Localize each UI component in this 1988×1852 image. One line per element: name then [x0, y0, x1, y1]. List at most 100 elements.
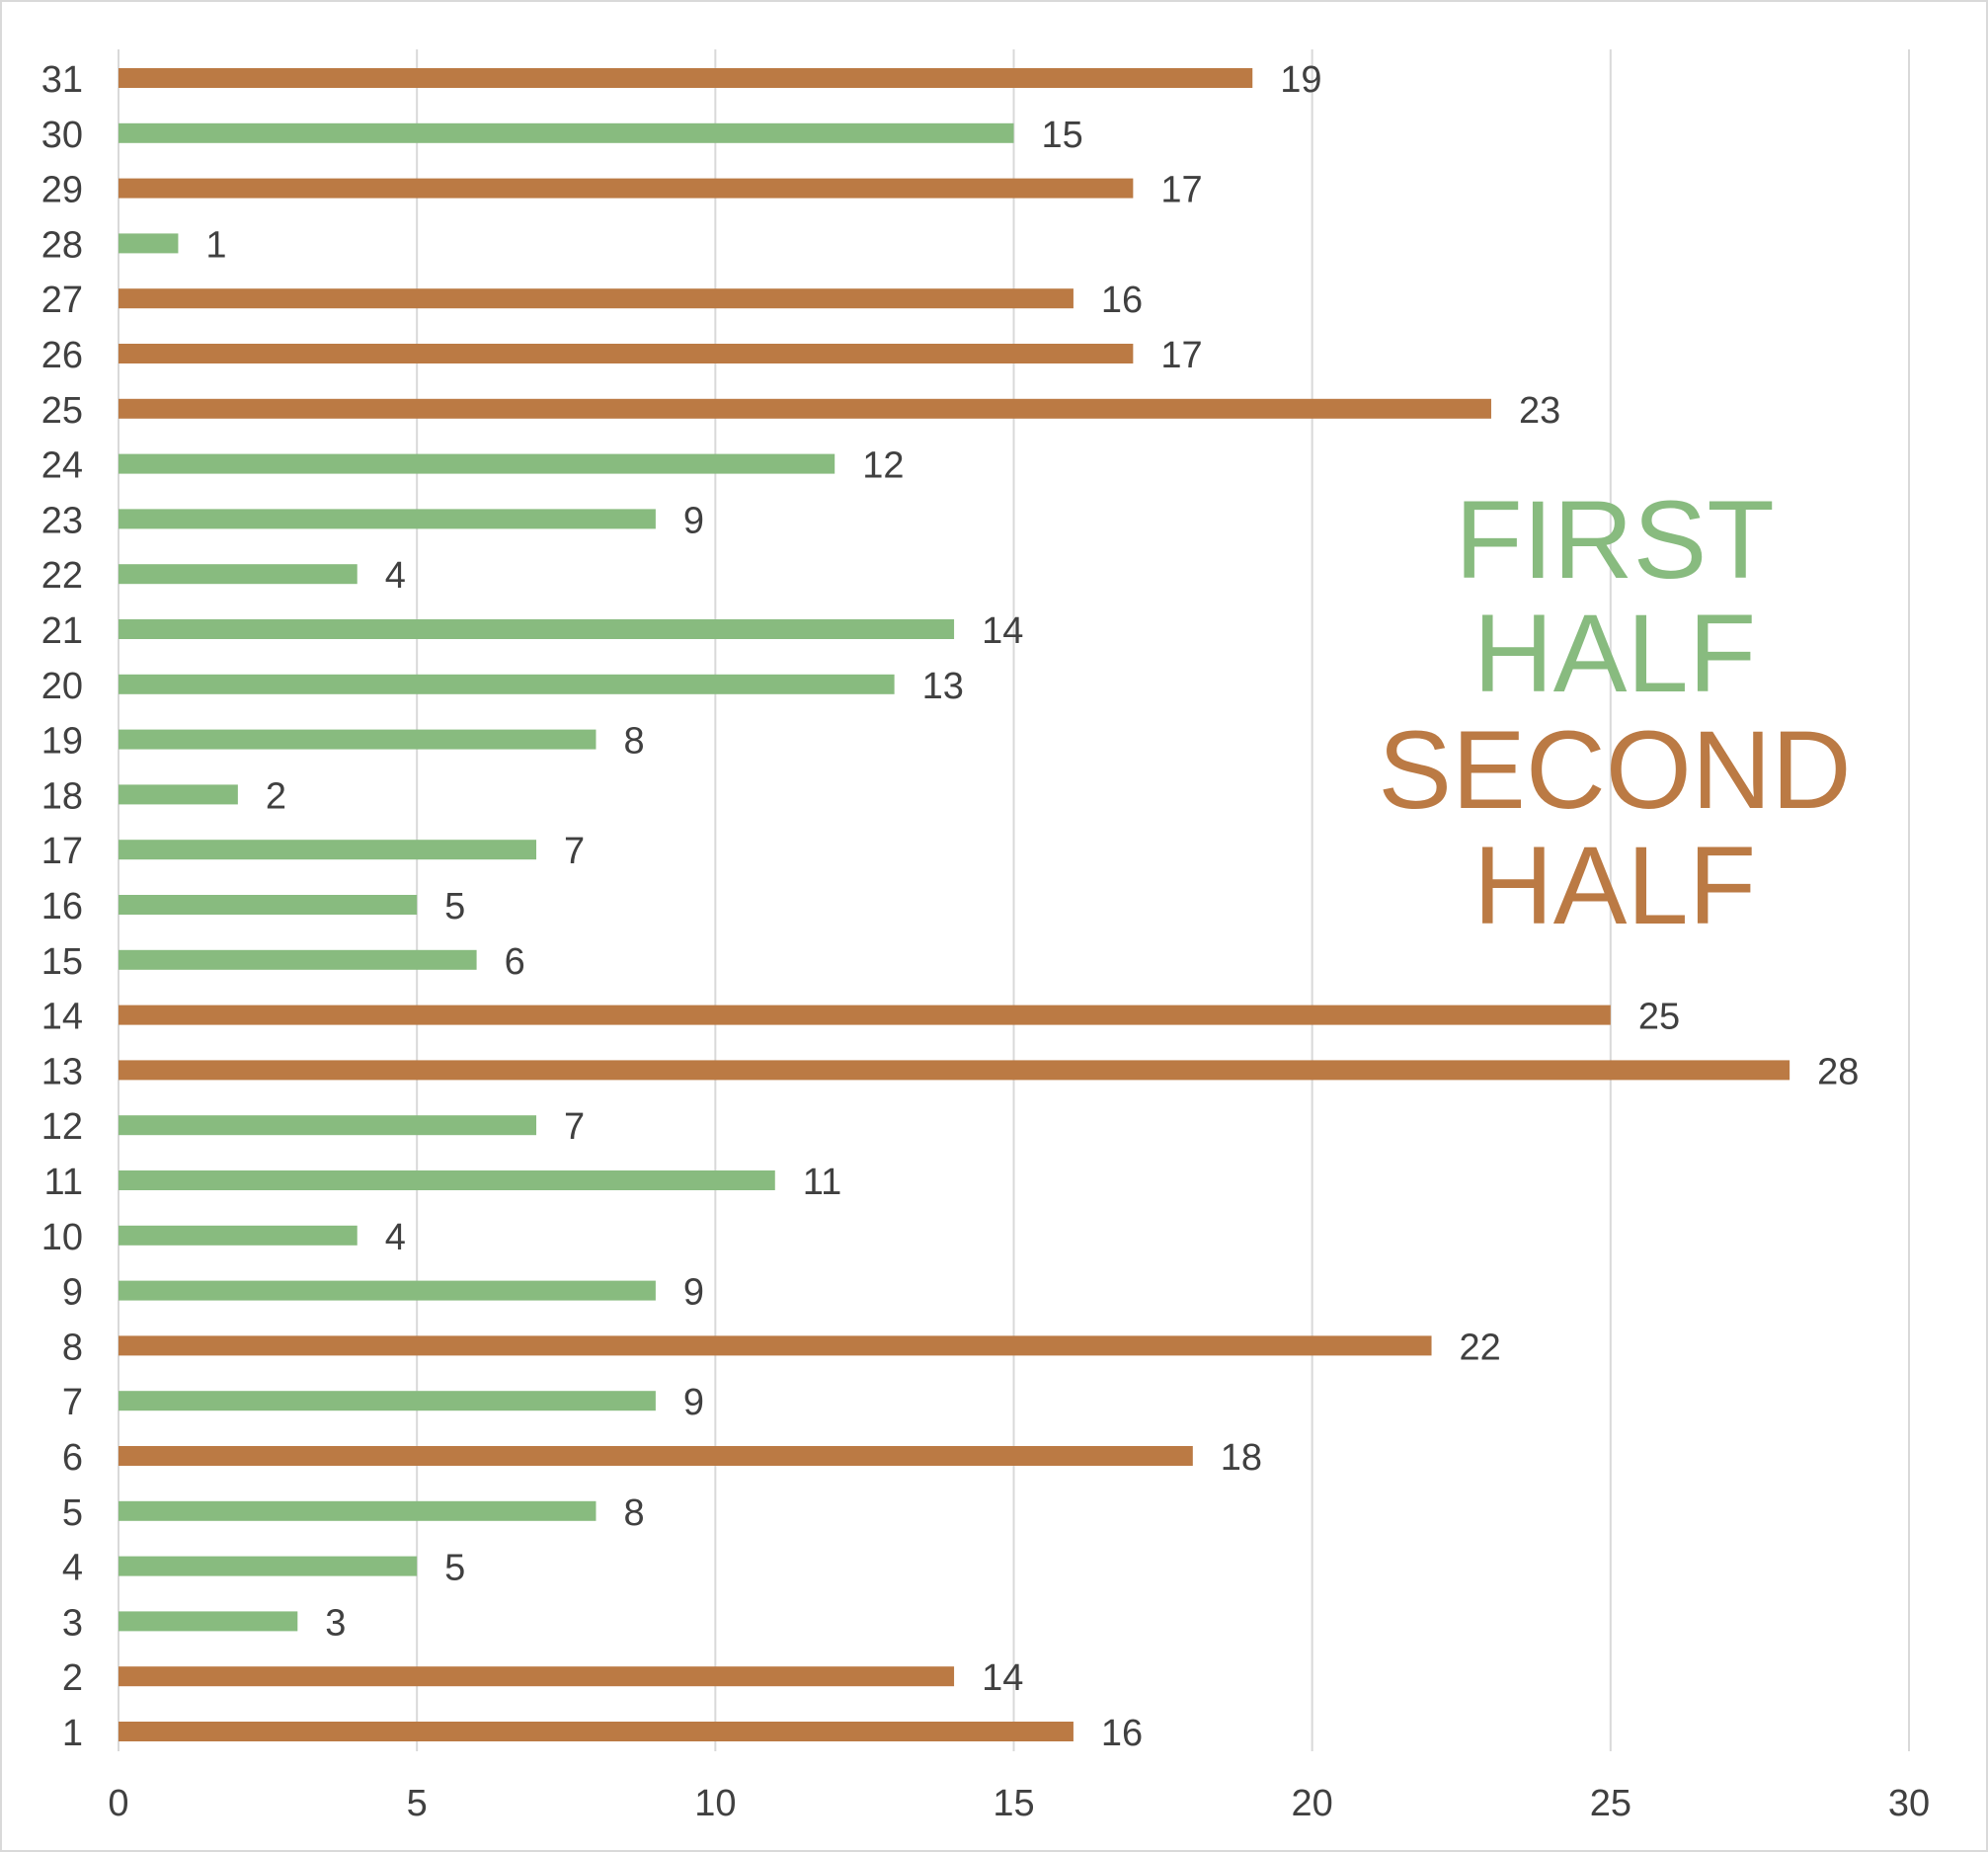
data-label: 16	[1101, 1713, 1143, 1754]
y-tick-label: 3	[62, 1602, 83, 1644]
y-tick-label: 7	[62, 1382, 83, 1423]
data-label: 7	[564, 831, 585, 872]
y-tick-label: 27	[41, 280, 83, 321]
y-tick-label: 28	[41, 224, 83, 266]
bar-day-31	[119, 68, 1253, 88]
x-tick-label: 25	[1590, 1783, 1631, 1824]
bar-day-6	[119, 1446, 1193, 1466]
x-tick-label: 30	[1888, 1783, 1930, 1824]
y-tick-label: 2	[62, 1657, 83, 1699]
bar-day-24	[119, 453, 835, 474]
bar-day-23	[119, 509, 656, 529]
data-label: 5	[444, 1548, 465, 1589]
y-tick-label: 10	[41, 1217, 83, 1258]
y-tick-label: 22	[41, 555, 83, 597]
y-tick-label: 12	[41, 1106, 83, 1148]
y-tick-label: 13	[41, 1051, 83, 1092]
bar-layer	[119, 68, 1790, 1741]
data-label: 15	[1042, 115, 1083, 156]
bar-day-12	[119, 1115, 537, 1136]
bar-day-11	[119, 1170, 775, 1190]
data-label: 2	[266, 775, 286, 817]
data-label: 23	[1519, 390, 1560, 432]
legend-first-text: HALF	[1473, 592, 1756, 715]
y-tick-label: 18	[41, 775, 83, 817]
data-label: 9	[683, 1272, 704, 1314]
y-tick-layer: 1234567891011121314151617181920212223242…	[41, 59, 83, 1754]
y-tick-label: 23	[41, 500, 83, 541]
data-label: 28	[1817, 1051, 1859, 1092]
bar-day-4	[119, 1556, 418, 1576]
data-label: 14	[982, 1657, 1023, 1699]
bar-day-13	[119, 1060, 1790, 1081]
y-tick-label: 8	[62, 1327, 83, 1368]
x-tick-label: 10	[694, 1783, 736, 1824]
data-label: 14	[982, 610, 1023, 652]
bar-day-14	[119, 1005, 1611, 1025]
data-label: 18	[1221, 1437, 1262, 1479]
y-tick-label: 5	[62, 1492, 83, 1534]
y-tick-label: 17	[41, 831, 83, 872]
bar-day-15	[119, 949, 477, 970]
legend-second-text: HALF	[1473, 824, 1756, 947]
data-label: 4	[385, 555, 406, 597]
x-tick-label: 20	[1292, 1783, 1333, 1824]
legend-first-text: FIRST	[1455, 478, 1775, 602]
bar-day-27	[119, 288, 1074, 309]
bar-day-2	[119, 1666, 955, 1687]
y-tick-label: 6	[62, 1437, 83, 1479]
bar-day-7	[119, 1391, 656, 1411]
y-tick-label: 9	[62, 1272, 83, 1314]
data-label: 4	[385, 1217, 406, 1258]
bar-day-16	[119, 895, 418, 915]
data-label: 8	[623, 721, 644, 763]
bar-day-17	[119, 840, 537, 860]
bar-day-28	[119, 233, 179, 254]
bar-day-29	[119, 178, 1134, 199]
data-label: 22	[1460, 1327, 1501, 1368]
data-label: 9	[683, 500, 704, 541]
data-label: 6	[505, 941, 525, 983]
bar-day-30	[119, 122, 1014, 143]
data-label: 13	[922, 666, 964, 707]
y-tick-label: 21	[41, 610, 83, 652]
x-tick-label: 5	[407, 1783, 428, 1824]
bar-day-3	[119, 1611, 298, 1632]
bar-day-5	[119, 1500, 596, 1521]
data-label: 5	[444, 886, 465, 927]
bar-day-9	[119, 1280, 656, 1301]
data-label: 3	[325, 1602, 346, 1644]
data-label: 11	[803, 1162, 841, 1203]
data-label: 1	[205, 224, 226, 266]
y-tick-label: 24	[41, 445, 83, 487]
y-tick-label: 15	[41, 941, 83, 983]
grid-layer	[118, 49, 1910, 1751]
y-tick-label: 31	[41, 59, 83, 101]
y-tick-label: 16	[41, 886, 83, 927]
y-tick-label: 19	[41, 721, 83, 763]
bar-day-1	[119, 1722, 1074, 1741]
data-label: 9	[683, 1382, 704, 1423]
y-tick-label: 26	[41, 335, 83, 376]
data-label: 19	[1280, 59, 1321, 101]
y-tick-label: 29	[41, 170, 83, 211]
y-tick-label: 20	[41, 666, 83, 707]
bar-day-21	[119, 619, 955, 639]
bar-day-8	[119, 1335, 1432, 1356]
data-label: 17	[1160, 335, 1202, 376]
data-label: 25	[1638, 997, 1680, 1038]
y-tick-label: 4	[62, 1548, 83, 1589]
x-tick-layer: 0 5 10 15 20 25 30	[108, 1783, 1930, 1824]
legend-second-text: SECOND	[1378, 708, 1851, 832]
data-label: 8	[623, 1492, 644, 1534]
bar-day-25	[119, 398, 1491, 419]
data-label: 7	[564, 1106, 585, 1148]
bar-day-19	[119, 729, 596, 750]
x-tick-label: 15	[993, 1783, 1034, 1824]
y-tick-label: 11	[44, 1162, 83, 1203]
bar-day-18	[119, 784, 238, 805]
y-tick-label: 14	[41, 997, 83, 1038]
